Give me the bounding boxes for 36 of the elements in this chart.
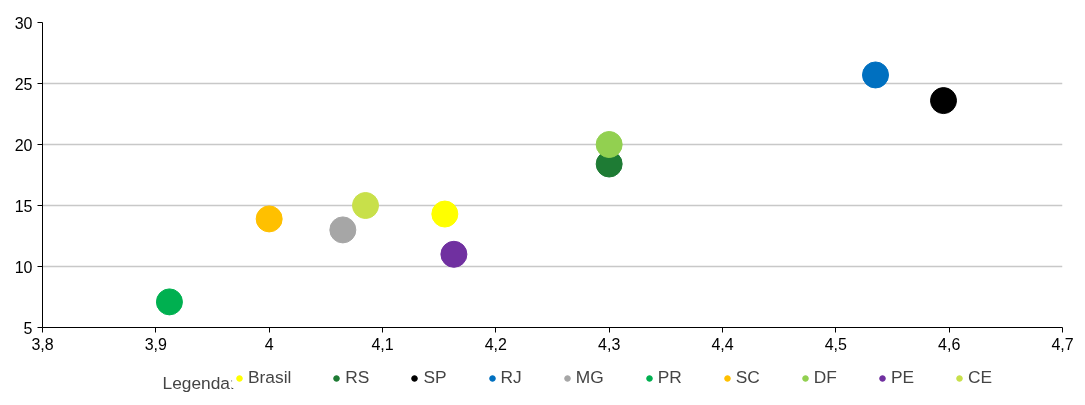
y-tick-label: 10 (14, 258, 33, 276)
x-tick-label: 4,7 (1051, 335, 1074, 353)
y-tick-label: 20 (14, 136, 33, 154)
point (930, 87, 957, 115)
legend-label: RS (345, 367, 370, 388)
legend-label: Brasil (248, 367, 292, 388)
point (431, 200, 459, 228)
legend-label: DF (813, 367, 837, 388)
point (440, 240, 468, 268)
legend-title: Legenda: (162, 372, 235, 393)
x-tick-label: 4,5 (824, 335, 848, 353)
legend-label: PR (657, 367, 682, 388)
legend-label: CE (968, 367, 993, 388)
legend-label: RJ (500, 367, 522, 388)
point (352, 192, 379, 219)
x-tick-label: 3,8 (31, 335, 54, 353)
y-tick-label: 30 (14, 14, 33, 32)
point (329, 216, 357, 244)
legend-label: PE (890, 367, 915, 388)
y-tick-label: 25 (14, 75, 33, 93)
x-tick-label: 4,1 (371, 335, 394, 353)
y-tick-label: 5 (23, 319, 33, 337)
legend-label: SP (423, 367, 447, 388)
x-tick-label: 4,2 (484, 335, 508, 353)
legend-label: SC (735, 367, 760, 388)
x-tick-label: 4,4 (711, 335, 734, 353)
point (595, 131, 623, 158)
legend-label: MG (575, 367, 604, 388)
point (862, 61, 889, 89)
point (255, 205, 283, 233)
x-tick-label: 4,6 (938, 335, 961, 353)
x-tick-label: 3,9 (144, 335, 168, 353)
x-tick-label: 4 (264, 335, 274, 353)
point (155, 288, 183, 316)
y-tick-label: 15 (14, 197, 33, 215)
x-tick-label: 4,3 (598, 335, 621, 353)
